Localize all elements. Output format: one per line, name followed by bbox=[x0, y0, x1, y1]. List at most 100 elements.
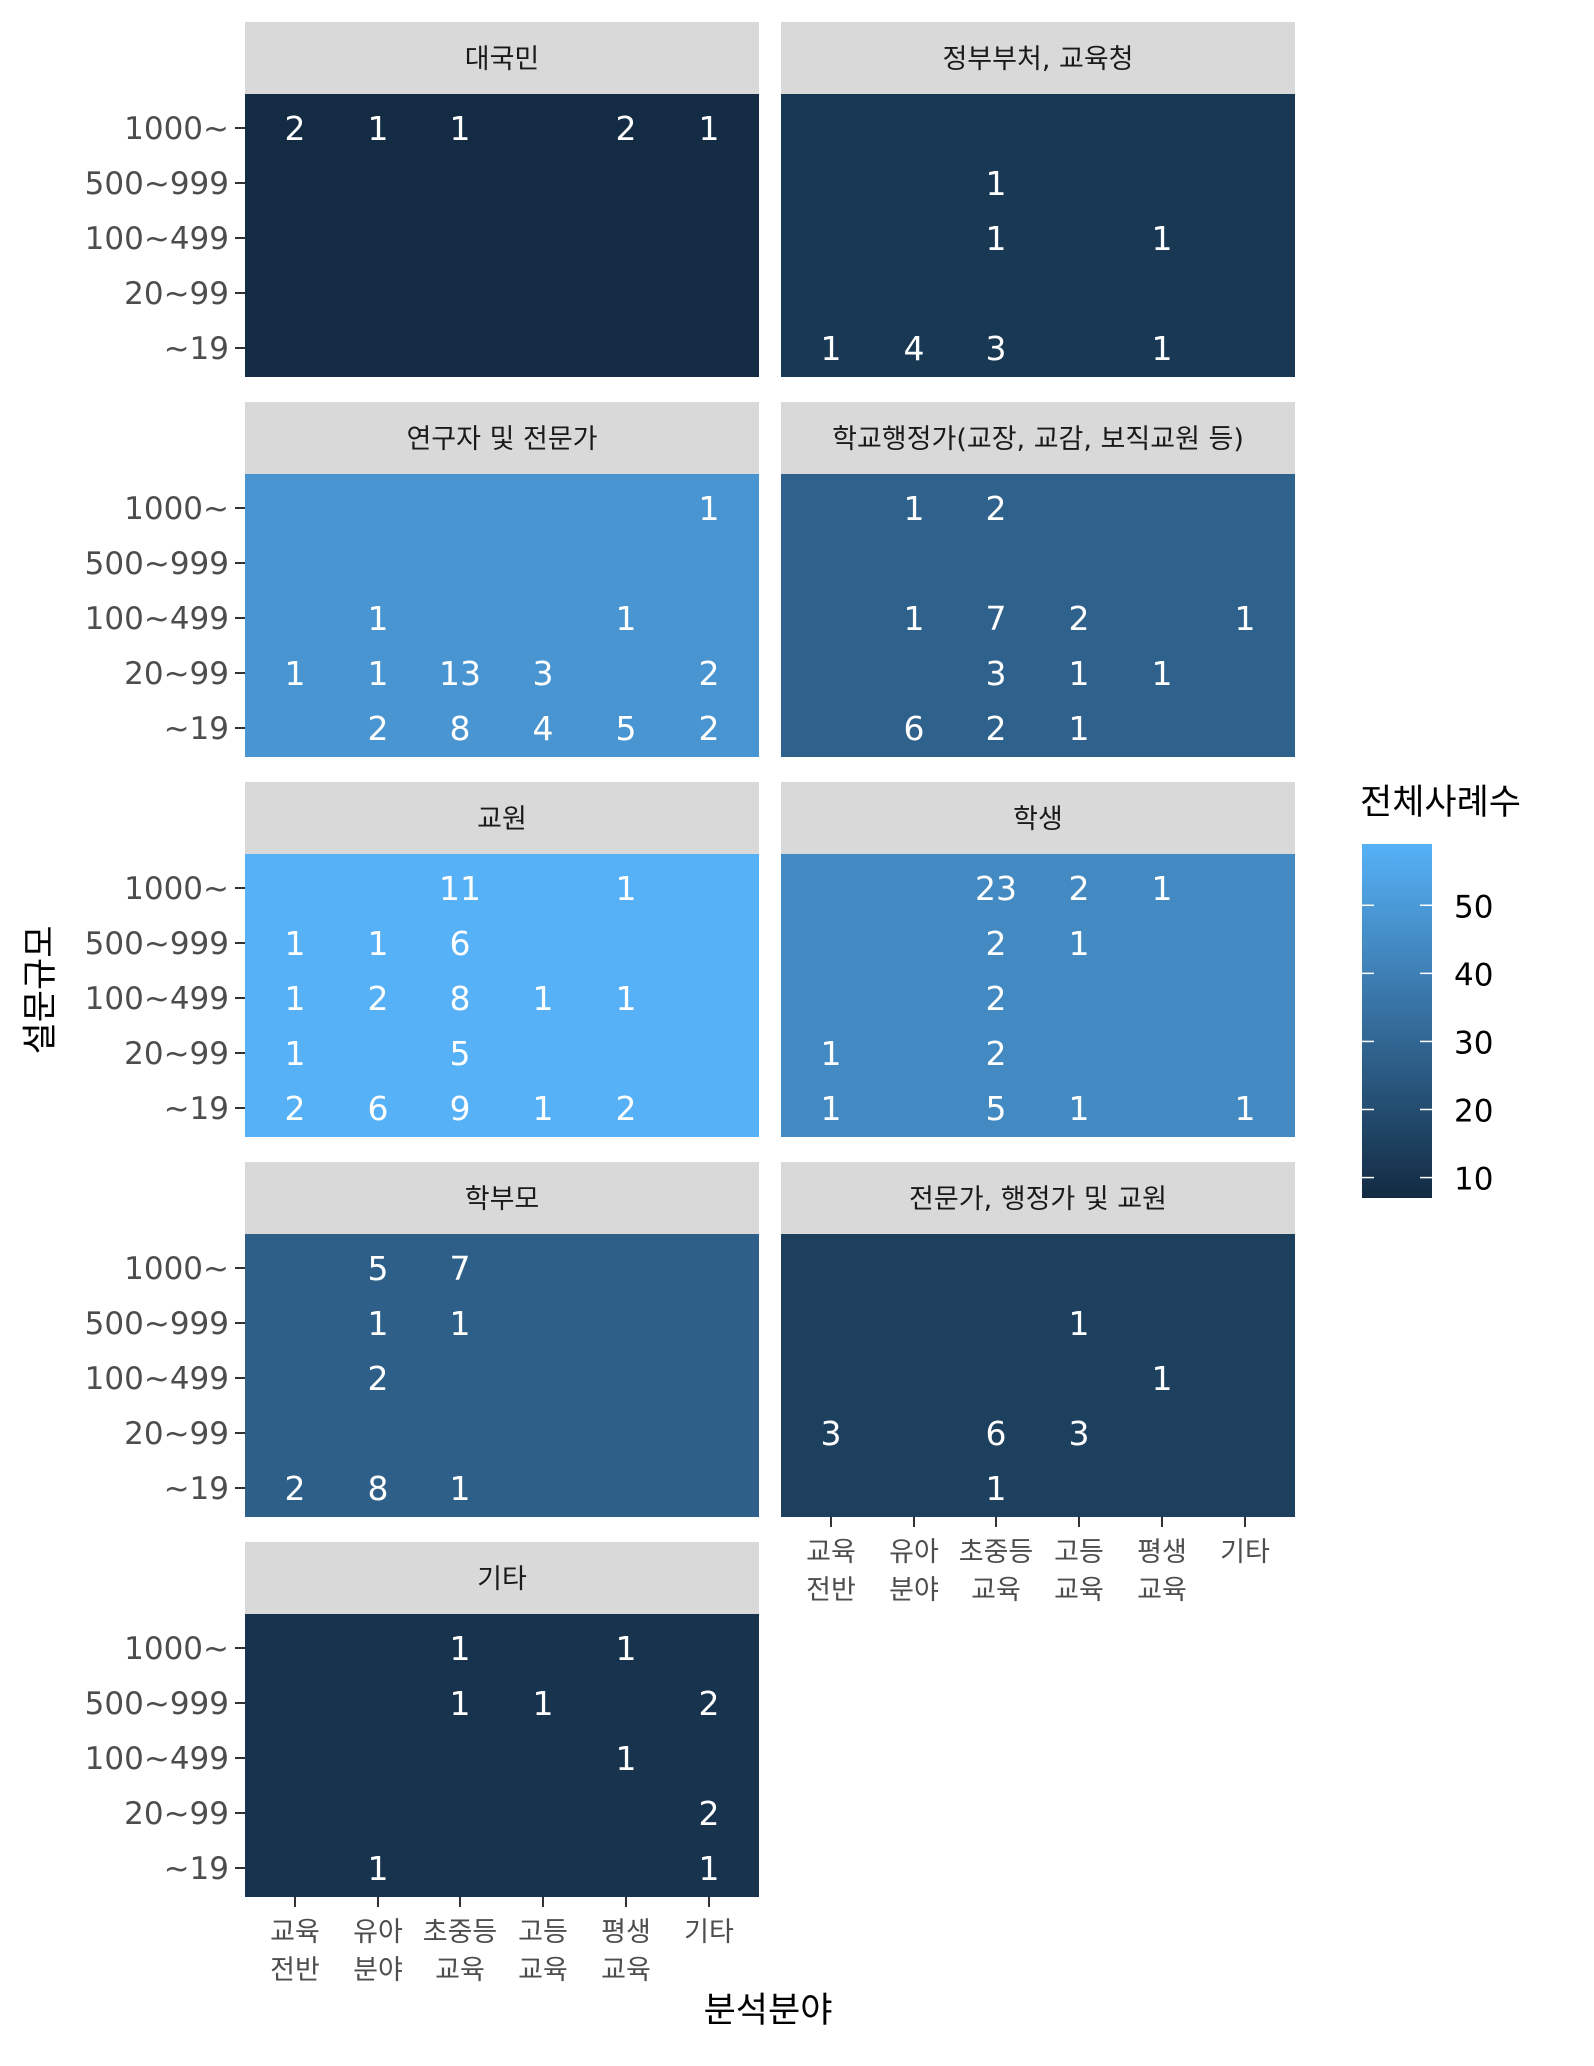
x-tick-label: 고등 bbox=[518, 1917, 568, 1948]
cell-label: 1 bbox=[986, 164, 1007, 203]
panel-tile bbox=[245, 1614, 759, 1897]
x-tick-label: 고등 bbox=[1054, 1537, 1104, 1568]
cell-label: 3 bbox=[986, 654, 1007, 693]
cell-label: 1 bbox=[368, 654, 389, 693]
cell-label: 7 bbox=[986, 599, 1007, 638]
panel-strip bbox=[781, 402, 1295, 474]
y-tick-label: 20~99 bbox=[124, 656, 229, 692]
legend: 전체사례수 10 20 30 40 50 bbox=[1360, 783, 1521, 1198]
panel-tile bbox=[245, 854, 759, 1137]
x-axis-title: 분석분야 bbox=[704, 1991, 833, 2031]
x-tick-label: 교육 bbox=[971, 1575, 1021, 1606]
x-tick-label: 평생 bbox=[601, 1917, 651, 1948]
x-tick-label: 교육 bbox=[435, 1955, 485, 1986]
cell-label: 1 bbox=[1069, 654, 1090, 693]
panel-title: 연구자 및 전문가 bbox=[406, 424, 597, 455]
y-tick-label: 1000~ bbox=[124, 871, 229, 907]
cell-label: 1 bbox=[1235, 1089, 1256, 1128]
cell-label: 1 bbox=[533, 979, 554, 1018]
panel-strip bbox=[245, 1162, 759, 1234]
cell-label: 1 bbox=[533, 1089, 554, 1128]
cell-label: 1 bbox=[821, 1089, 842, 1128]
x-tick-label: 전반 bbox=[806, 1575, 856, 1606]
panel-title: 대국민 bbox=[465, 44, 540, 75]
cell-label: 1 bbox=[821, 329, 842, 368]
cell-label: 2 bbox=[616, 1089, 637, 1128]
y-axis-title: 설문규모 bbox=[21, 926, 61, 1055]
cell-label: 1 bbox=[616, 1629, 637, 1668]
cell-label: 2 bbox=[1069, 869, 1090, 908]
cell-label: 1 bbox=[1152, 1359, 1173, 1398]
y-tick-label: 500~999 bbox=[85, 546, 229, 582]
cell-label: 1 bbox=[821, 1034, 842, 1073]
panel: 학부모 5 7 1 1 2 2 8 1 1000~ 500~999 100~499 20~99 ~19 bbox=[85, 1162, 759, 1517]
cell-label: 23 bbox=[975, 869, 1017, 908]
panel-title: 교원 bbox=[477, 804, 527, 835]
panel-tile bbox=[245, 94, 759, 377]
x-tick-label: 교육 bbox=[518, 1955, 568, 1986]
legend-colorbar bbox=[1362, 844, 1432, 1198]
cell-label: 1 bbox=[285, 1034, 306, 1073]
y-tick-label: ~19 bbox=[164, 711, 229, 747]
x-tick-label: 교육 bbox=[601, 1955, 651, 1986]
cell-label: 6 bbox=[986, 1414, 1007, 1453]
y-tick-label: 20~99 bbox=[124, 276, 229, 312]
legend-tick-label: 10 bbox=[1454, 1162, 1493, 1198]
panel-title: 기타 bbox=[477, 1564, 527, 1595]
cell-label: 8 bbox=[450, 709, 471, 748]
panel-strip bbox=[245, 22, 759, 94]
y-tick-label: 20~99 bbox=[124, 1796, 229, 1832]
cell-label: 1 bbox=[616, 1739, 637, 1778]
legend-tick-label: 50 bbox=[1454, 889, 1493, 925]
y-tick-label: ~19 bbox=[164, 1851, 229, 1887]
cell-label: 2 bbox=[699, 1794, 720, 1833]
cell-label: 1 bbox=[986, 1469, 1007, 1508]
panel: 연구자 및 전문가 1 1 1 1 1 13 3 2 2 8 4 5 2 1000~ 500~999 100~4… bbox=[85, 402, 759, 757]
cell-label: 1 bbox=[699, 109, 720, 148]
cell-label: 2 bbox=[285, 109, 306, 148]
y-tick-label: 1000~ bbox=[124, 491, 229, 527]
cell-label: 1 bbox=[1152, 329, 1173, 368]
cell-label: 6 bbox=[904, 709, 925, 748]
x-tick-label: 평생 bbox=[1137, 1537, 1187, 1568]
cell-label: 2 bbox=[368, 709, 389, 748]
cell-label: 2 bbox=[986, 489, 1007, 528]
x-tick-label: 교육 bbox=[806, 1537, 856, 1568]
y-tick-label: 500~999 bbox=[85, 1686, 229, 1722]
cell-label: 1 bbox=[368, 599, 389, 638]
x-tick-label: 교육 bbox=[1054, 1575, 1104, 1606]
cell-label: 1 bbox=[904, 599, 925, 638]
cell-label: 2 bbox=[986, 924, 1007, 963]
cell-label: 5 bbox=[986, 1089, 1007, 1128]
x-tick-label: 초중등 bbox=[423, 1917, 498, 1948]
x-tick-label: 교육 bbox=[1137, 1575, 1187, 1606]
cell-label: 1 bbox=[450, 1469, 471, 1508]
y-tick-label: 100~499 bbox=[85, 1741, 229, 1777]
cell-label: 2 bbox=[368, 1359, 389, 1398]
cell-label: 1 bbox=[285, 924, 306, 963]
panel-strip bbox=[781, 22, 1295, 94]
cell-label: 5 bbox=[616, 709, 637, 748]
cell-label: 3 bbox=[821, 1414, 842, 1453]
cell-label: 4 bbox=[533, 709, 554, 748]
y-tick-label: ~19 bbox=[164, 331, 229, 367]
cell-label: 2 bbox=[699, 654, 720, 693]
panel-tile bbox=[781, 1234, 1295, 1517]
cell-label: 2 bbox=[616, 109, 637, 148]
cell-label: 3 bbox=[533, 654, 554, 693]
cell-label: 1 bbox=[986, 219, 1007, 258]
y-tick-label: 100~499 bbox=[85, 981, 229, 1017]
x-tick-label: 초중등 bbox=[959, 1537, 1034, 1568]
panel-title: 학부모 bbox=[465, 1184, 540, 1215]
panel: 대국민 2 1 1 2 1 1000~ 500~999 100~499 20~99 ~19 bbox=[85, 22, 759, 377]
x-tick-label: 기타 bbox=[684, 1917, 734, 1948]
cell-label: 8 bbox=[368, 1469, 389, 1508]
legend-tick-label: 30 bbox=[1454, 1025, 1493, 1061]
cell-label: 2 bbox=[368, 979, 389, 1018]
cell-label: 1 bbox=[368, 924, 389, 963]
cell-label: 2 bbox=[986, 979, 1007, 1018]
cell-label: 1 bbox=[285, 979, 306, 1018]
cell-label: 1 bbox=[1235, 599, 1256, 638]
